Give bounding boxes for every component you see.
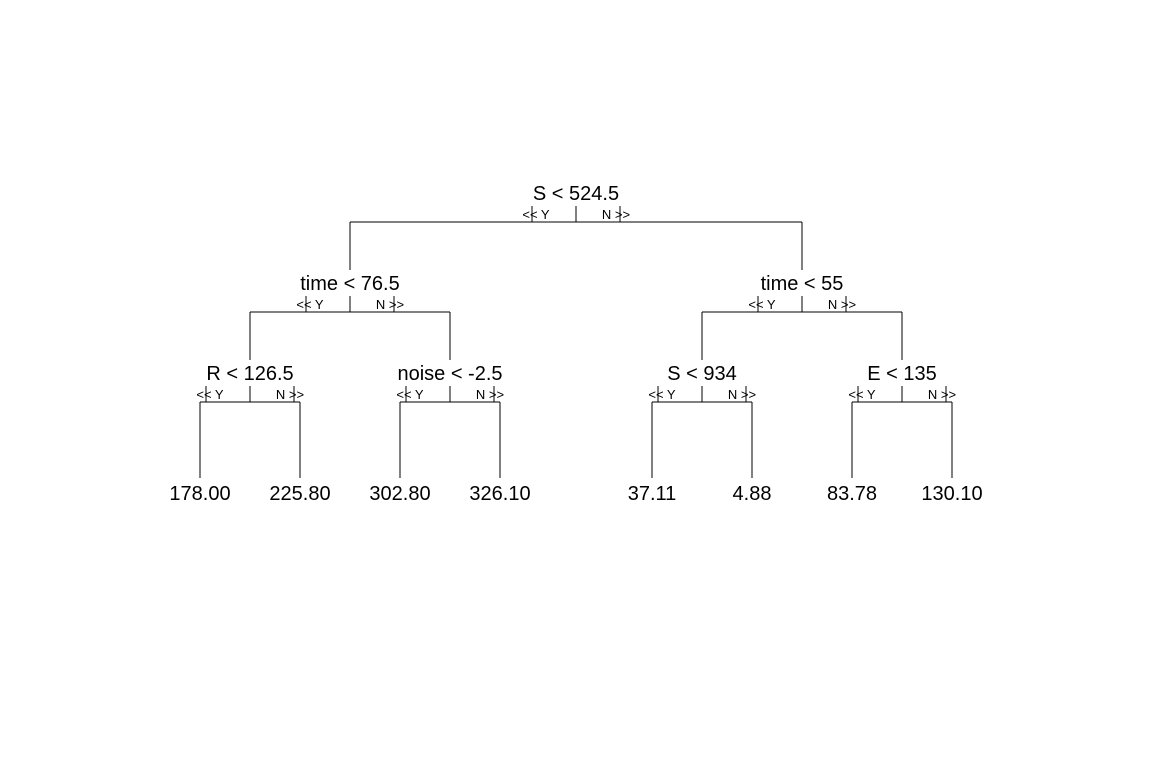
node-R-condition: time < 55 bbox=[761, 273, 844, 295]
leaf-1: 178.00 bbox=[169, 483, 230, 505]
leaf-8: 130.10 bbox=[921, 483, 982, 505]
svg-text:<< Y: << Y bbox=[196, 387, 224, 402]
leaf-3: 302.80 bbox=[369, 483, 430, 505]
node-root-condition: S < 524.5 bbox=[533, 183, 619, 205]
svg-text:<< Y: << Y bbox=[848, 387, 876, 402]
svg-text:N >>: N >> bbox=[928, 387, 956, 402]
leaf-2: 225.80 bbox=[269, 483, 330, 505]
svg-text:N >>: N >> bbox=[828, 297, 856, 312]
decision-tree: S < 524.5 << YN >> time < 76.5 << YN >> … bbox=[0, 0, 1152, 768]
svg-text:<< Y: << Y bbox=[296, 297, 324, 312]
svg-text:<< Y: << Y bbox=[648, 387, 676, 402]
svg-text:<< Y: << Y bbox=[522, 207, 550, 222]
node-RR-branch: << Y N >> bbox=[848, 386, 956, 478]
svg-text:N >>: N >> bbox=[728, 387, 756, 402]
svg-text:<< Y: << Y bbox=[396, 387, 424, 402]
node-L-branch: << Y N >> bbox=[250, 296, 450, 360]
node-L-condition: time < 76.5 bbox=[300, 273, 400, 295]
leaf-5: 37.11 bbox=[628, 483, 677, 505]
node-LL-condition: R < 126.5 bbox=[206, 363, 293, 385]
svg-text:N >>: N >> bbox=[276, 387, 304, 402]
node-R-branch: << Y N >> bbox=[702, 296, 902, 360]
node-RR-condition: E < 135 bbox=[867, 363, 937, 385]
svg-text:<< Y: << Y bbox=[748, 297, 776, 312]
svg-text:N >>: N >> bbox=[376, 297, 404, 312]
leaf-6: 4.88 bbox=[733, 483, 772, 505]
svg-text:N >>: N >> bbox=[602, 207, 630, 222]
node-RL-branch: << Y N >> bbox=[648, 386, 756, 478]
node-LR-branch: << Y N >> bbox=[396, 386, 504, 478]
node-root-branch: << Y N >> bbox=[350, 206, 802, 270]
svg-text:N >>: N >> bbox=[476, 387, 504, 402]
leaf-4: 326.10 bbox=[469, 483, 530, 505]
leaf-7: 83.78 bbox=[827, 483, 877, 505]
node-LR-condition: noise < -2.5 bbox=[397, 363, 502, 385]
node-LL-branch: << Y N >> bbox=[196, 386, 304, 478]
node-RL-condition: S < 934 bbox=[667, 363, 737, 385]
